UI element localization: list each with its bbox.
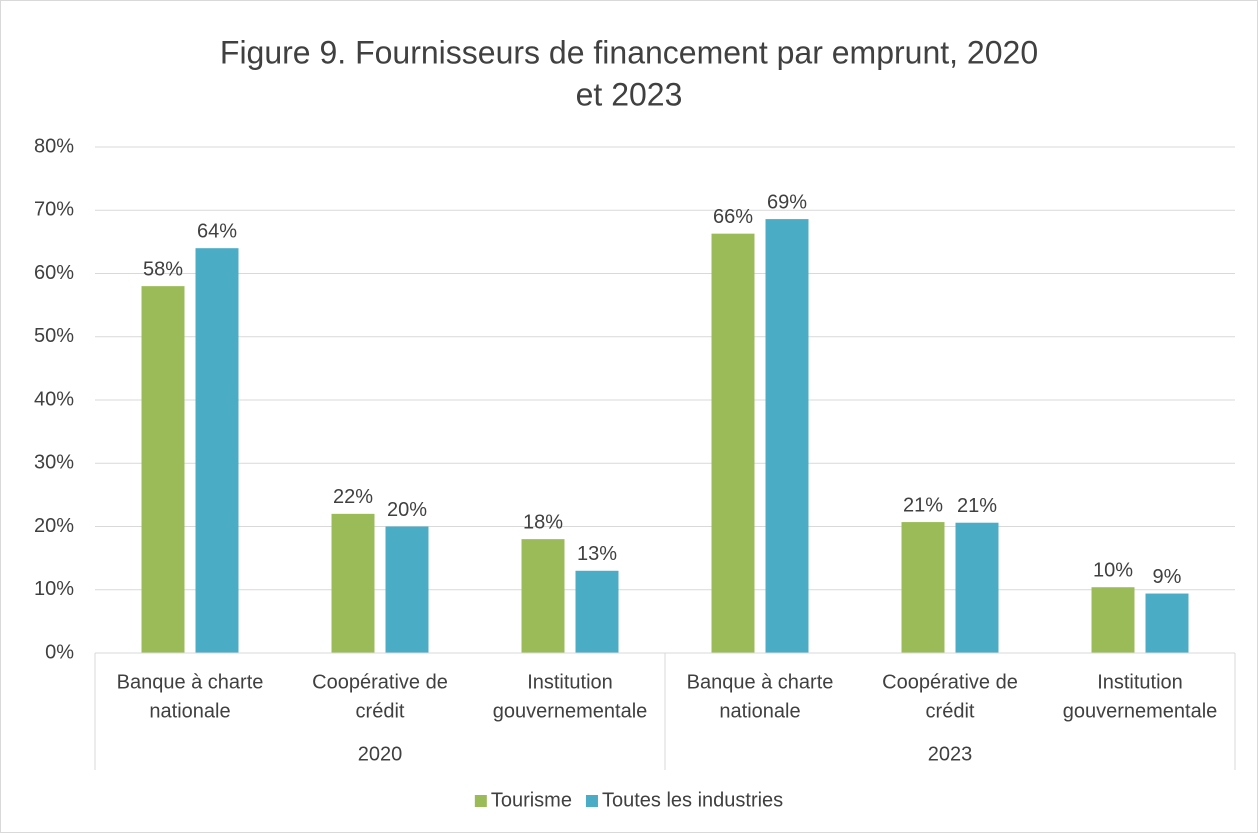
data-label: 10% [1093,560,1133,582]
legend-label: Toutes les industries [602,789,783,811]
bar [711,233,755,653]
x-tick-label: gouvernementale [493,700,648,722]
data-label: 21% [957,495,997,517]
x-tick-label: Coopérative de [312,671,448,693]
y-tick-label: 40% [34,388,74,410]
bar [765,219,809,654]
x-tick-label: Coopérative de [882,671,1018,693]
data-label: 20% [387,499,427,521]
y-tick-label: 50% [34,325,74,347]
legend-swatch [585,795,598,807]
y-tick-label: 80% [34,135,74,157]
data-label: 66% [713,206,753,228]
x-tick-label: crédit [926,700,975,722]
chart-title: Figure 9. Fournisseurs de financement pa… [220,34,1038,70]
x-tick-label: crédit [356,700,405,722]
y-tick-label: 20% [34,515,74,537]
group-label: 2023 [928,743,973,765]
x-tick-label: gouvernementale [1063,700,1218,722]
x-tick-label: Banque à charte [687,671,834,693]
group-label: 2020 [358,743,403,765]
x-tick-label: nationale [719,700,800,722]
data-label: 18% [523,511,563,533]
bar [901,522,945,653]
data-label: 21% [903,494,943,516]
data-label: 69% [767,191,807,213]
y-tick-label: 60% [34,262,74,284]
data-label: 22% [333,486,373,508]
x-tick-label: Banque à charte [117,671,264,693]
y-tick-label: 0% [45,641,74,663]
bar [1091,587,1135,653]
chart-title: et 2023 [576,76,683,112]
bar [385,526,429,653]
legend-swatch [474,795,487,807]
bar [1145,593,1189,653]
y-tick-label: 70% [34,199,74,221]
bar [521,539,565,653]
data-label: 9% [1153,566,1182,588]
legend: Tourisme Toutes les industries [474,789,783,811]
bar [955,522,999,653]
y-tick-label: 10% [34,578,74,600]
x-tick-label: Institution [1097,671,1183,693]
data-label: 13% [577,543,617,565]
y-tick-label: 30% [34,452,74,474]
bar [141,286,185,653]
bar [575,570,619,653]
bar [331,513,375,653]
data-label: 64% [197,220,237,242]
data-label: 58% [143,258,183,280]
bar [195,248,239,653]
legend-label: Tourisme [491,789,572,811]
x-tick-label: nationale [149,700,230,722]
x-tick-label: Institution [527,671,613,693]
